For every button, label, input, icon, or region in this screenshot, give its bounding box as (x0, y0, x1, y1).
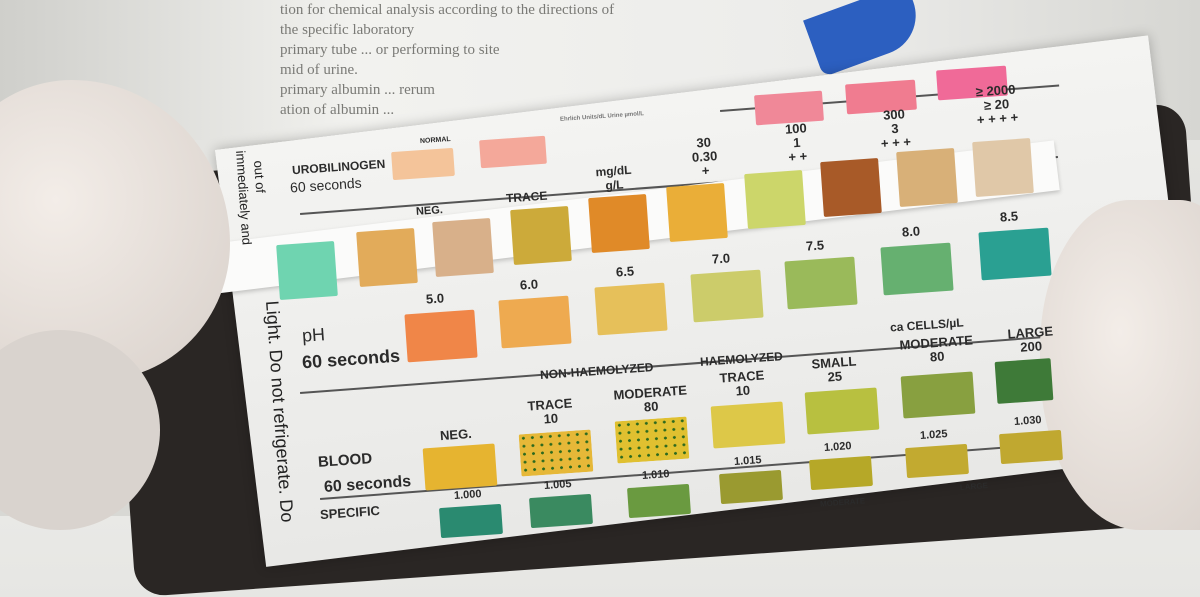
sg-value: 1.020 (823, 440, 852, 454)
ph-value: 6.0 (519, 276, 539, 293)
left-hand (0, 330, 160, 530)
book-line: primary tube ... or performing to site (280, 42, 500, 58)
level-label: ≥ 2000 ≥ 20 + + + + (975, 81, 1019, 128)
ph-value: 7.0 (711, 250, 731, 267)
sg-swatch (439, 503, 503, 539)
level-label: NEG. (415, 204, 444, 218)
strip-pad (972, 138, 1034, 197)
strip-pad (510, 206, 572, 265)
level-label: TRACE (505, 188, 548, 206)
strip-pad (588, 194, 650, 253)
level-label: 30 0.30 + (691, 134, 718, 179)
sg-swatch (529, 493, 593, 529)
book-line: primary albumin ... rerum (280, 82, 435, 98)
ph-value: 8.5 (999, 208, 1019, 225)
sg-value: 1.030 (1013, 414, 1042, 428)
blood-swatch (614, 416, 690, 464)
book-line: tion for chemical analysis according to … (280, 2, 615, 18)
level-label: 300 3 + + + (880, 106, 912, 151)
strip-pad (744, 170, 806, 229)
strip-pad (896, 148, 958, 207)
sg-swatch (809, 455, 873, 491)
right-gloved-thumb (1040, 200, 1200, 530)
sg-value: 1.000 (453, 488, 482, 502)
ph-swatch (784, 256, 858, 310)
book-line: ation of albumin ... (280, 102, 395, 118)
blood-level: TRACE 10 (719, 367, 765, 399)
ph-swatch (690, 269, 764, 323)
blood-level: MODERATE 80 (613, 382, 688, 415)
side-text: out of (251, 160, 269, 194)
sg-swatch (905, 443, 969, 479)
ph-value: 6.5 (615, 263, 635, 280)
sg-swatch (627, 483, 691, 519)
urobilinogen-swatch (479, 135, 547, 169)
ph-value: 8.0 (901, 223, 921, 240)
ph-time: 60 seconds (301, 345, 401, 373)
sg-swatch (999, 429, 1063, 465)
blood-level: NEG. (439, 425, 473, 444)
ph-swatch (404, 309, 478, 363)
strip-pad (666, 183, 728, 242)
level-label: mg/dL g/L (595, 162, 632, 193)
book-line: the specific laboratory (280, 22, 415, 38)
ph-swatch (594, 282, 668, 336)
ph-swatch (498, 295, 572, 349)
blood-swatch (710, 401, 786, 449)
strip-pad (276, 241, 338, 300)
sg-value: 1.025 (919, 428, 948, 442)
sg-value: 1.005 (543, 478, 572, 492)
ph-title: pH (301, 324, 326, 346)
normal-label: NORMAL (419, 135, 451, 146)
urobilinogen-swatch (391, 147, 455, 181)
sg-extra: LARGE (959, 481, 989, 492)
blood-swatch (900, 371, 976, 419)
blood-level: TRACE 10 (527, 395, 573, 427)
ph-value: 5.0 (425, 290, 445, 307)
sg-value: 1.015 (733, 454, 762, 468)
book-line: mid of urine. (280, 62, 358, 78)
blood-level: LARGE 200 (1007, 323, 1054, 355)
pink-swatch (754, 90, 824, 126)
blood-level: SMALL 25 (811, 353, 857, 385)
level-label: 100 1 + + (784, 120, 808, 165)
strip-pad (820, 158, 882, 217)
sg-swatch (719, 469, 783, 505)
blood-swatch (804, 387, 880, 435)
ph-value: 7.5 (805, 237, 825, 254)
ph-swatch (880, 242, 954, 296)
strip-pad (432, 218, 494, 277)
blood-swatch (994, 358, 1054, 404)
blood-title: BLOOD (317, 450, 373, 471)
blood-level: MODERATE 80 (899, 332, 974, 365)
blood-swatch (518, 429, 594, 477)
strip-pad (356, 228, 418, 287)
book-text: tion for chemical analysis according to … (280, 0, 614, 120)
ph-swatch (978, 227, 1052, 281)
sg-value: 1.010 (641, 468, 670, 482)
blood-swatch (422, 443, 498, 491)
